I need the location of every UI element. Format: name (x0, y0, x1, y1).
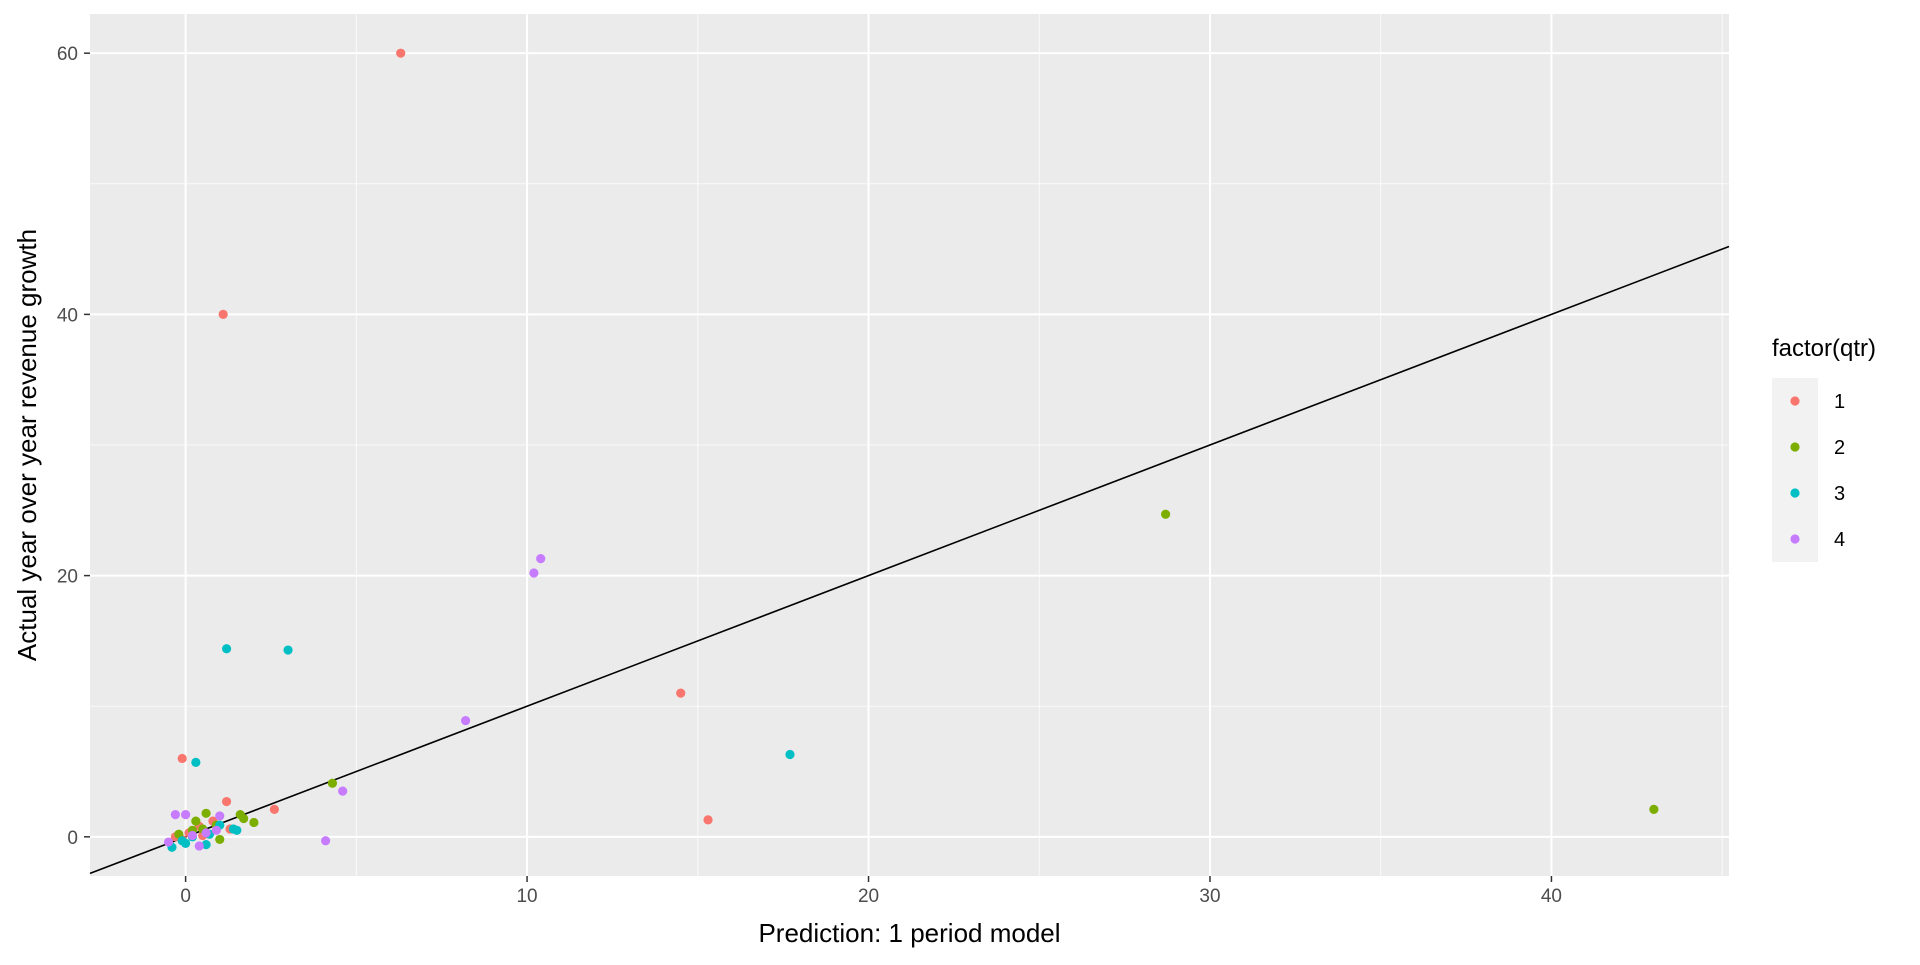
legend-label-2: 2 (1834, 437, 1845, 459)
point-qtr-4-8 (194, 841, 204, 851)
y-axis-ticks: 0 20 40 60 (57, 44, 90, 849)
legend-label-3: 3 (1834, 483, 1845, 505)
legend-items: 1 2 3 4 (1772, 378, 1845, 562)
x-tick-label-0: 0 (180, 886, 191, 907)
point-qtr-3-6 (201, 840, 211, 850)
point-qtr-4-2 (461, 715, 471, 726)
point-qtr-4-10 (211, 825, 221, 835)
point-qtr-1-1 (218, 309, 228, 319)
point-qtr-1-6 (221, 796, 232, 807)
point-qtr-3-11 (177, 836, 187, 846)
data-points (163, 48, 1659, 852)
point-qtr-4-9 (163, 837, 174, 847)
x-tick-label-2: 20 (858, 886, 879, 907)
y-tick-label-3: 60 (57, 44, 78, 65)
x-tick-label-1: 10 (516, 886, 537, 907)
legend-key-2 (1790, 442, 1800, 452)
point-qtr-3-3 (191, 757, 201, 767)
y-tick-label-2: 40 (57, 305, 78, 326)
legend-label-1: 1 (1834, 391, 1845, 413)
point-qtr-2-5 (201, 808, 211, 818)
point-qtr-2-1 (1649, 804, 1659, 814)
point-qtr-4-3 (338, 786, 348, 796)
y-axis-title: Actual year over year revenue growth (12, 229, 42, 661)
point-qtr-4-0 (536, 554, 546, 564)
y-tick-label-0: 0 (67, 828, 78, 849)
point-qtr-3-1 (283, 645, 293, 655)
point-qtr-4-1 (529, 568, 539, 578)
legend-key-4 (1790, 534, 1800, 544)
point-qtr-4-6 (181, 810, 191, 820)
legend-key-background (1772, 378, 1818, 562)
x-tick-label-3: 30 (1199, 886, 1220, 907)
point-qtr-2-7 (215, 834, 225, 845)
point-qtr-4-12 (201, 828, 211, 838)
point-qtr-2-2 (327, 778, 338, 788)
point-qtr-4-4 (321, 836, 331, 846)
point-qtr-2-0 (1160, 509, 1171, 519)
minor-gridlines (90, 14, 1729, 876)
x-tick-label-4: 40 (1541, 886, 1562, 907)
major-gridlines (90, 14, 1729, 876)
legend-title: factor(qtr) (1772, 335, 1876, 362)
point-qtr-4-5 (170, 810, 180, 820)
point-qtr-3-0 (221, 644, 232, 654)
point-qtr-3-12 (232, 825, 242, 835)
legend: factor(qtr) 1 2 3 4 (1772, 335, 1876, 562)
y-tick-label-1: 20 (57, 567, 78, 588)
legend-key-3 (1790, 488, 1800, 498)
point-qtr-1-2 (676, 688, 686, 698)
point-qtr-2-6 (191, 816, 201, 826)
x-axis-ticks: 0 10 20 30 40 (180, 876, 1562, 907)
point-qtr-2-10 (239, 813, 249, 824)
point-qtr-1-0 (396, 48, 406, 58)
point-qtr-3-2 (785, 749, 795, 760)
legend-key-1 (1790, 396, 1800, 406)
point-qtr-1-5 (269, 804, 279, 814)
point-qtr-1-3 (703, 815, 713, 825)
point-qtr-1-4 (177, 753, 187, 764)
legend-label-4: 4 (1834, 529, 1845, 551)
identity-reference-line (89, 245, 1730, 875)
point-qtr-4-7 (215, 811, 225, 821)
point-qtr-4-11 (187, 830, 198, 841)
point-qtr-2-4 (249, 817, 259, 828)
x-axis-title: Prediction: 1 period model (758, 918, 1060, 948)
